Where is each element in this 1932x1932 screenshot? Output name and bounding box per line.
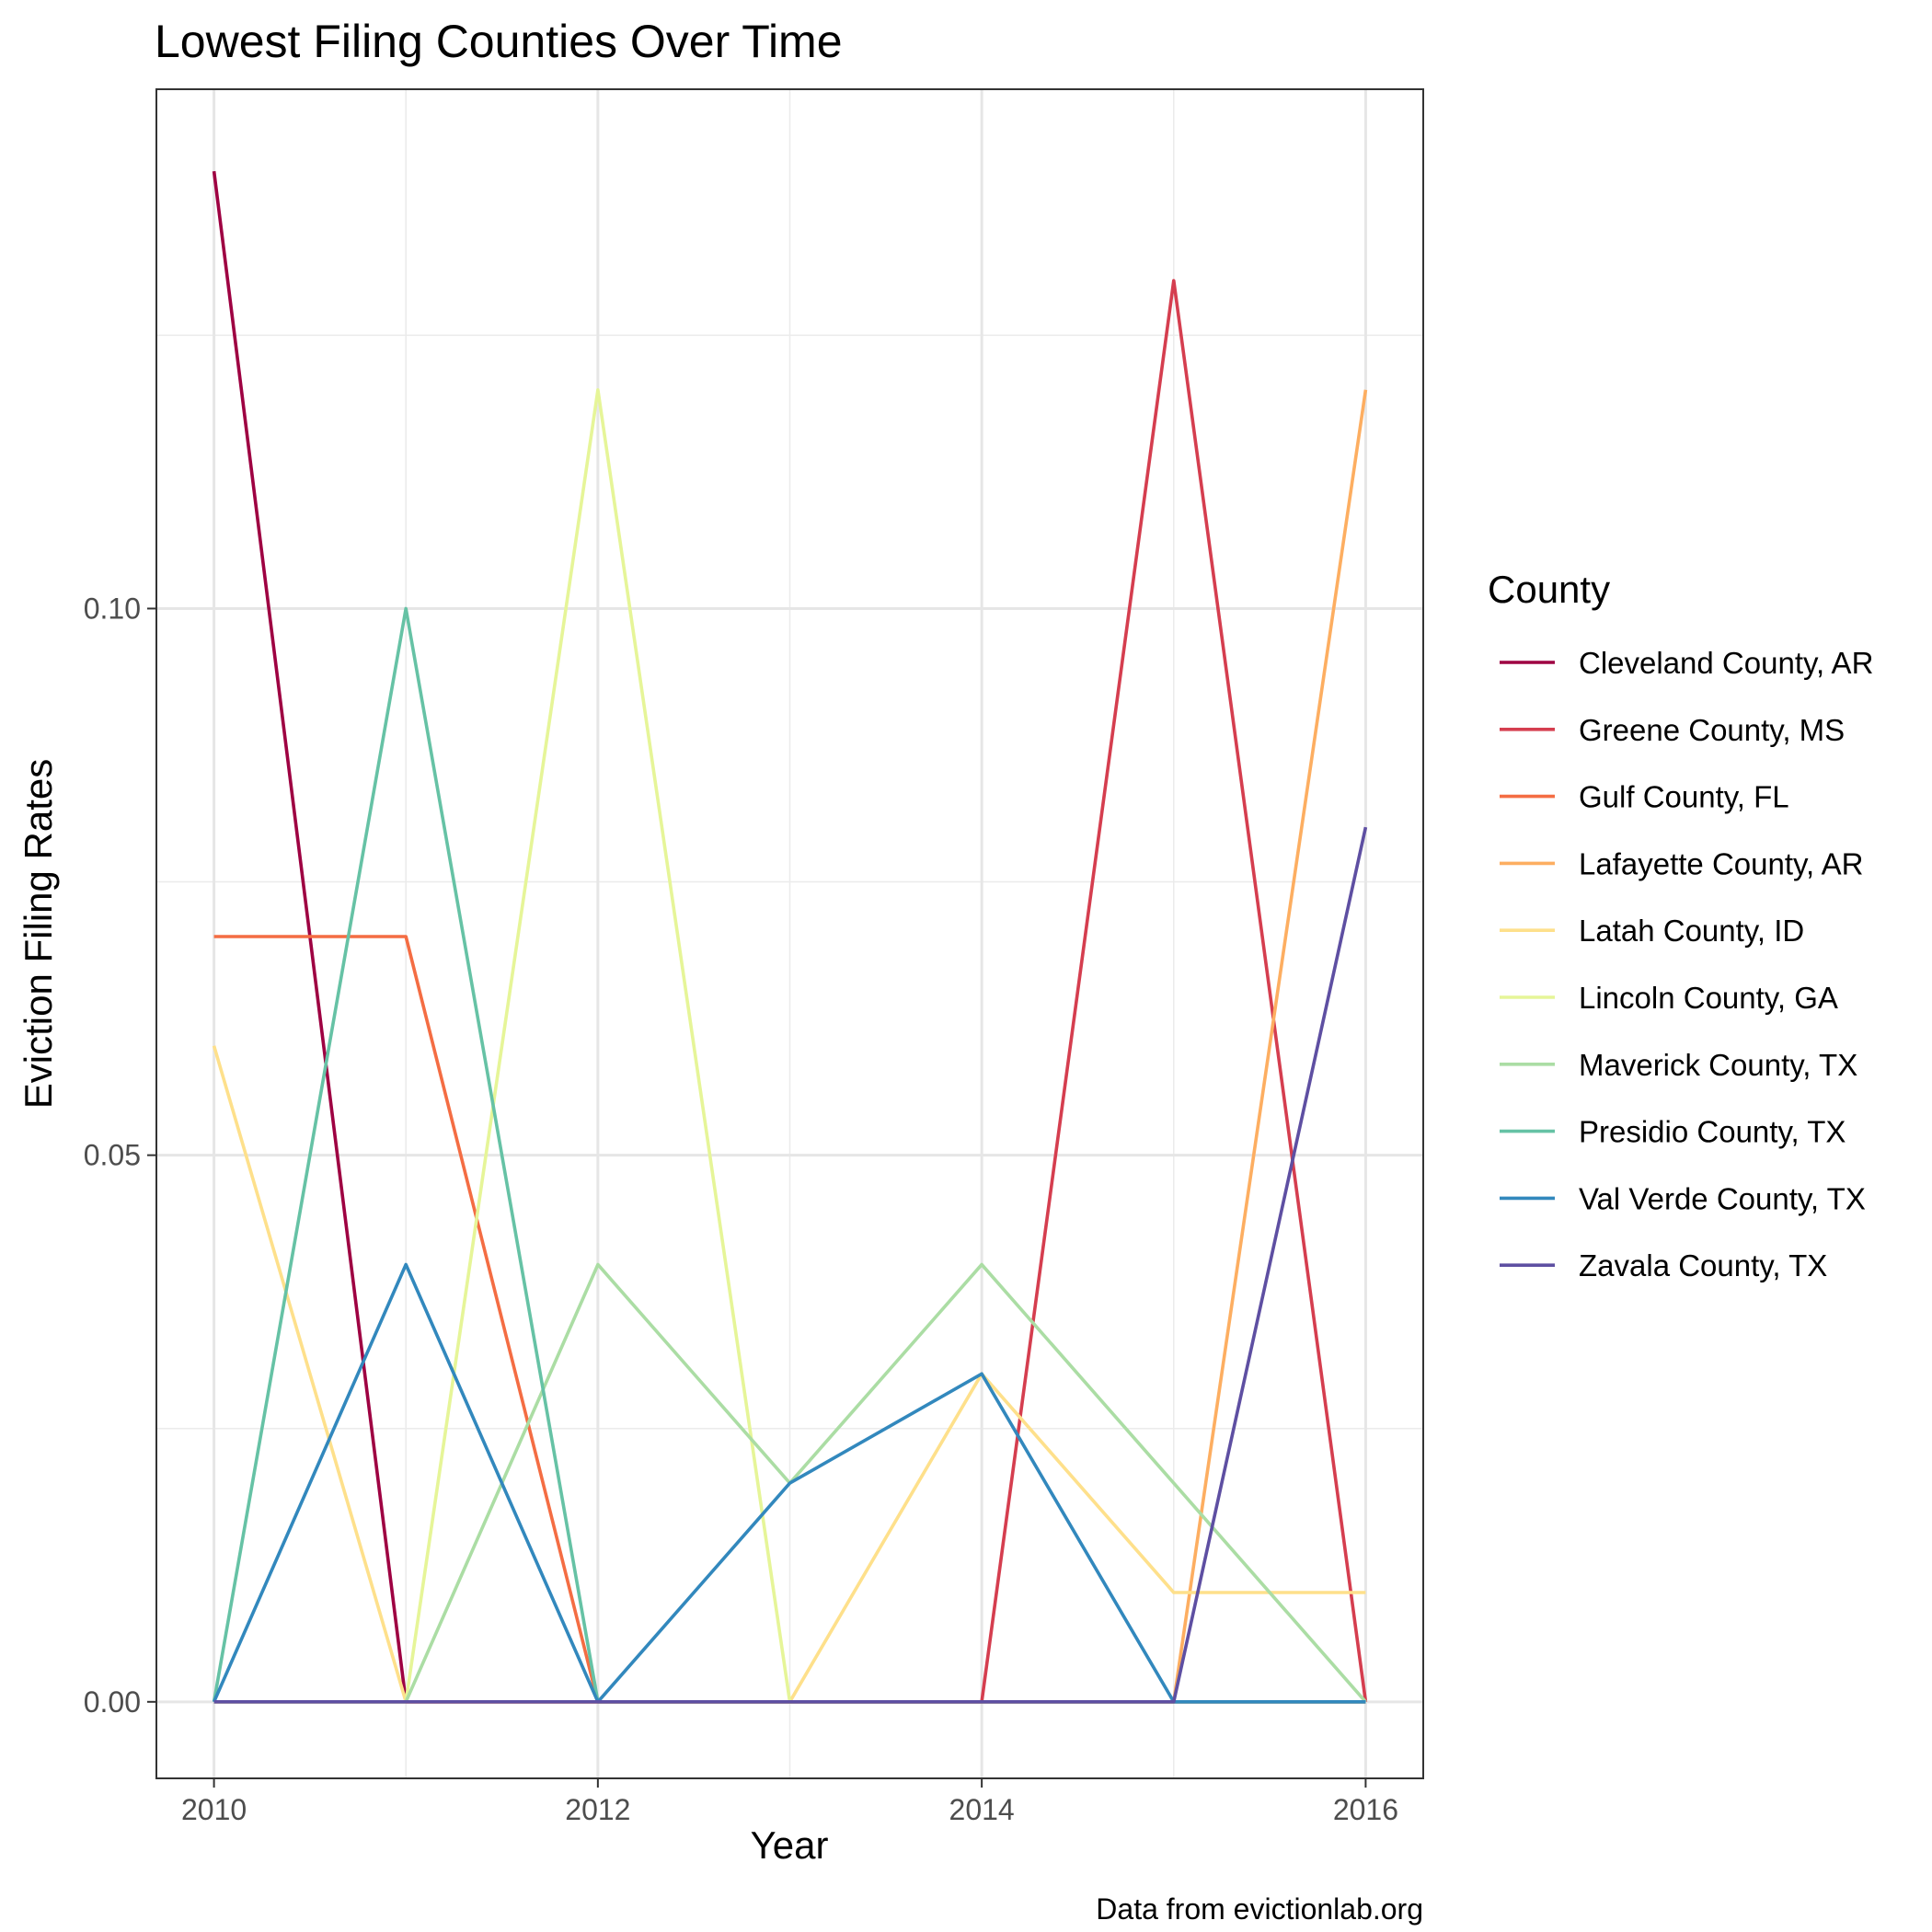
legend-label-2: Greene County, MS <box>1579 713 1845 747</box>
y-tick-label: 0.10 <box>84 592 141 625</box>
legend-label-8: Presidio County, TX <box>1579 1115 1846 1149</box>
x-tick-label: 2010 <box>181 1793 247 1826</box>
legend-label-1: Cleveland County, AR <box>1579 646 1873 680</box>
y-tick-label: 0.05 <box>84 1139 141 1172</box>
series-lines <box>212 170 1368 1704</box>
chart-title: Lowest Filing Counties Over Time <box>155 16 843 67</box>
x-axis: 2010 2012 2014 2016 <box>181 1778 1398 1826</box>
y-tick-label: 0.00 <box>84 1685 141 1719</box>
caption: Data from evictionlab.org <box>1096 1892 1423 1926</box>
plot-panel-border <box>155 88 1424 1779</box>
y-axis-title: Eviction Filing Rates <box>17 759 60 1109</box>
legend-title: County <box>1488 568 1610 611</box>
x-tick-label: 2014 <box>949 1793 1015 1826</box>
legend-label-9: Val Verde County, TX <box>1579 1181 1866 1215</box>
legend-label-3: Gulf County, FL <box>1579 780 1789 814</box>
legend: County Cleveland County, AR Greene County… <box>1488 568 1873 1282</box>
legend-label-7: Maverick County, TX <box>1579 1048 1857 1082</box>
legend-label-4: Lafayette County, AR <box>1579 846 1863 880</box>
y-axis: 0.00 0.05 0.10 <box>84 592 156 1719</box>
series-line-10 <box>213 826 1368 1704</box>
legend-label-6: Lincoln County, GA <box>1579 981 1838 1015</box>
x-axis-title: Year <box>751 1823 829 1867</box>
legend-label-10: Zavala County, TX <box>1579 1248 1827 1282</box>
x-tick-label: 2012 <box>565 1793 630 1826</box>
minor-gridlines <box>156 89 1423 1778</box>
x-tick-label: 2016 <box>1333 1793 1398 1826</box>
legend-label-5: Latah County, ID <box>1579 914 1804 948</box>
